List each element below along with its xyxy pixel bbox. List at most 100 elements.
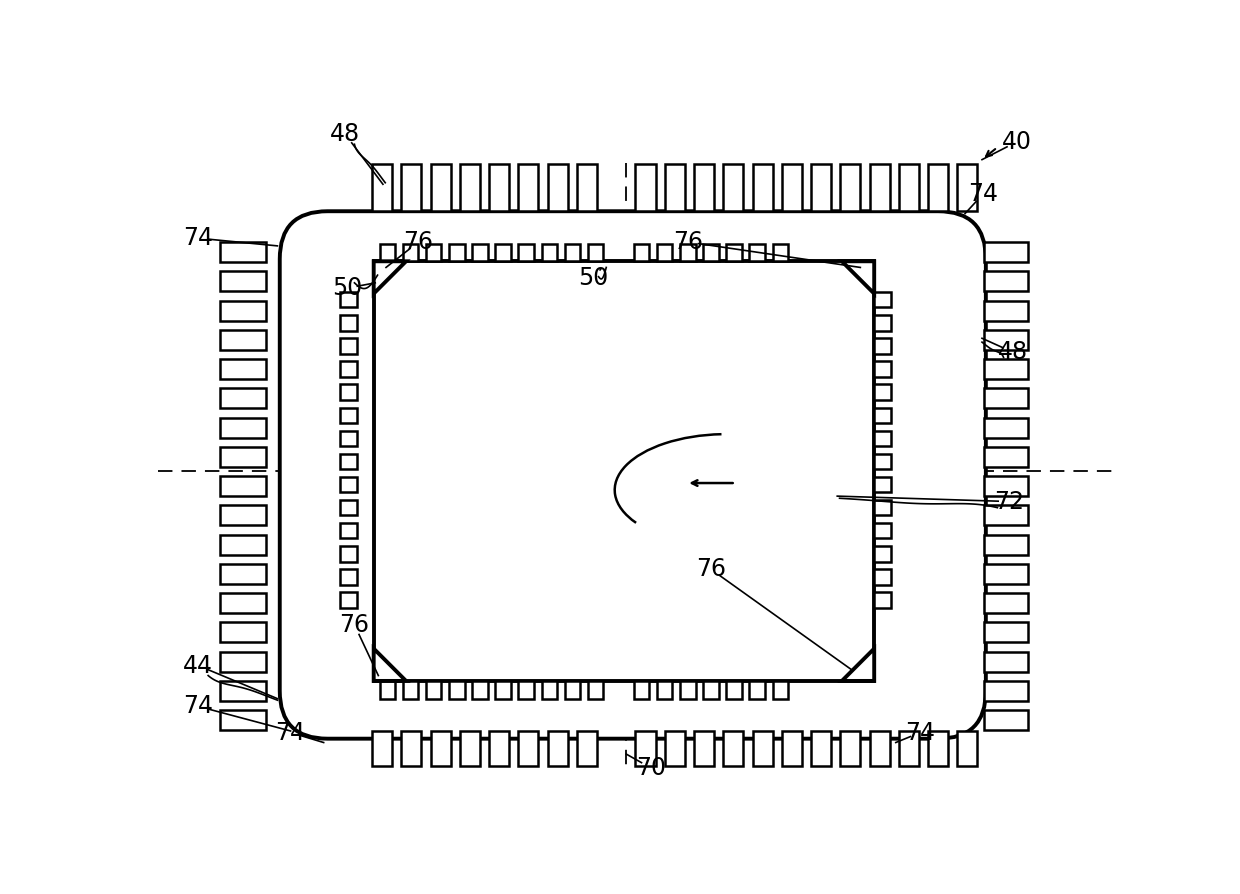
Bar (219, 622, 265, 643)
Bar (340, 384, 357, 400)
Bar (373, 261, 874, 681)
Bar (402, 731, 422, 766)
Bar (449, 244, 465, 261)
Bar (985, 300, 1028, 321)
Bar (340, 523, 357, 538)
Bar (773, 244, 787, 261)
Bar (219, 652, 265, 671)
Text: 44: 44 (184, 654, 213, 678)
Bar (577, 731, 596, 766)
Bar (219, 477, 265, 496)
Bar (753, 731, 773, 766)
Bar (985, 593, 1028, 613)
Bar (985, 271, 1028, 291)
Bar (985, 242, 1028, 262)
Text: 72: 72 (994, 490, 1024, 513)
Text: 76: 76 (673, 230, 703, 254)
Bar (874, 500, 892, 515)
Bar (694, 164, 714, 211)
Bar (588, 244, 603, 261)
Bar (548, 731, 568, 766)
Bar (841, 164, 861, 211)
Bar (874, 384, 892, 400)
Bar (985, 447, 1028, 467)
Bar (985, 681, 1028, 701)
Bar (985, 359, 1028, 379)
Bar (811, 164, 831, 211)
Bar (874, 454, 892, 469)
Bar (694, 731, 714, 766)
Bar (874, 408, 892, 423)
Bar (564, 244, 580, 261)
Bar (899, 164, 919, 211)
Bar (723, 164, 743, 211)
Bar (460, 164, 480, 211)
Bar (340, 546, 357, 561)
Polygon shape (842, 648, 874, 681)
Bar (874, 316, 892, 331)
Bar (703, 681, 719, 698)
Text: 76: 76 (696, 557, 725, 581)
Bar (985, 622, 1028, 643)
Bar (874, 338, 892, 354)
Polygon shape (842, 261, 874, 293)
Bar (928, 164, 949, 211)
Bar (403, 244, 418, 261)
Bar (518, 164, 538, 211)
Bar (427, 681, 441, 698)
Bar (219, 330, 265, 350)
Bar (874, 477, 892, 493)
Bar (874, 569, 892, 585)
Bar (665, 164, 684, 211)
Bar (430, 731, 450, 766)
Bar (495, 244, 511, 261)
Text: 76: 76 (340, 612, 370, 637)
Text: 76: 76 (403, 230, 433, 254)
Bar (577, 164, 596, 211)
Bar (340, 338, 357, 354)
Bar (985, 417, 1028, 437)
Text: 74: 74 (184, 226, 213, 250)
Text: 50: 50 (578, 266, 609, 291)
Bar (542, 244, 557, 261)
Bar (985, 710, 1028, 730)
Bar (495, 681, 511, 698)
Bar (703, 244, 719, 261)
Bar (957, 164, 977, 211)
FancyBboxPatch shape (280, 211, 986, 738)
Bar (340, 292, 357, 308)
Text: 74: 74 (275, 721, 305, 745)
Bar (634, 244, 650, 261)
Bar (841, 731, 861, 766)
Bar (985, 388, 1028, 409)
Bar (985, 652, 1028, 671)
Bar (340, 569, 357, 585)
Text: 74: 74 (184, 695, 213, 719)
Bar (657, 681, 672, 698)
Bar (472, 244, 487, 261)
Bar (564, 681, 580, 698)
Polygon shape (373, 261, 405, 293)
Text: 74: 74 (968, 181, 998, 206)
Bar (665, 731, 684, 766)
Text: 48: 48 (998, 340, 1028, 364)
Bar (985, 564, 1028, 584)
Bar (749, 681, 765, 698)
Bar (490, 731, 510, 766)
Bar (957, 731, 977, 766)
Bar (340, 500, 357, 515)
Bar (874, 523, 892, 538)
Bar (449, 681, 465, 698)
Bar (340, 431, 357, 446)
Bar (379, 681, 396, 698)
Bar (635, 731, 656, 766)
Text: 74: 74 (905, 721, 935, 745)
Bar (427, 244, 441, 261)
Bar (219, 593, 265, 613)
Bar (634, 681, 650, 698)
Bar (518, 244, 534, 261)
Bar (340, 477, 357, 493)
Bar (773, 681, 787, 698)
Bar (518, 681, 534, 698)
Bar (985, 477, 1028, 496)
